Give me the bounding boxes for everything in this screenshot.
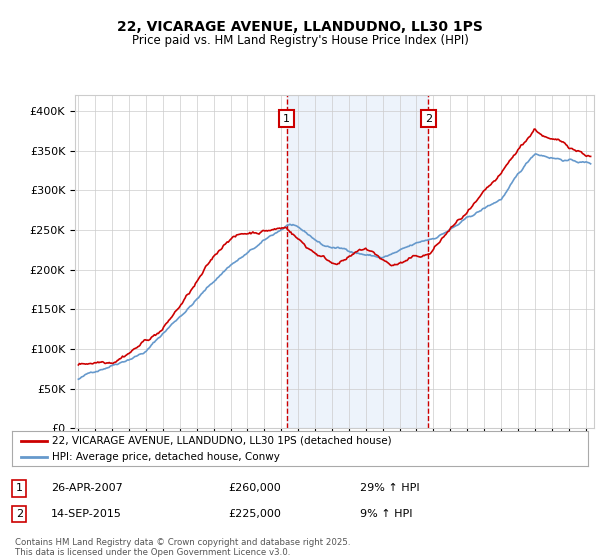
Text: 22, VICARAGE AVENUE, LLANDUDNO, LL30 1PS (detached house): 22, VICARAGE AVENUE, LLANDUDNO, LL30 1PS…	[52, 436, 392, 446]
Text: 26-APR-2007: 26-APR-2007	[51, 483, 123, 493]
Text: 22, VICARAGE AVENUE, LLANDUDNO, LL30 1PS: 22, VICARAGE AVENUE, LLANDUDNO, LL30 1PS	[117, 20, 483, 34]
Text: £260,000: £260,000	[228, 483, 281, 493]
Text: 1: 1	[283, 114, 290, 124]
Text: 9% ↑ HPI: 9% ↑ HPI	[360, 509, 413, 519]
Text: Price paid vs. HM Land Registry's House Price Index (HPI): Price paid vs. HM Land Registry's House …	[131, 34, 469, 46]
Text: 14-SEP-2015: 14-SEP-2015	[51, 509, 122, 519]
Text: 29% ↑ HPI: 29% ↑ HPI	[360, 483, 419, 493]
Text: 2: 2	[425, 114, 432, 124]
Text: 1: 1	[16, 483, 23, 493]
Text: Contains HM Land Registry data © Crown copyright and database right 2025.
This d: Contains HM Land Registry data © Crown c…	[15, 538, 350, 557]
Text: HPI: Average price, detached house, Conwy: HPI: Average price, detached house, Conw…	[52, 451, 280, 461]
Bar	[287, 95, 428, 428]
Text: £225,000: £225,000	[228, 509, 281, 519]
Text: 2: 2	[16, 509, 23, 519]
